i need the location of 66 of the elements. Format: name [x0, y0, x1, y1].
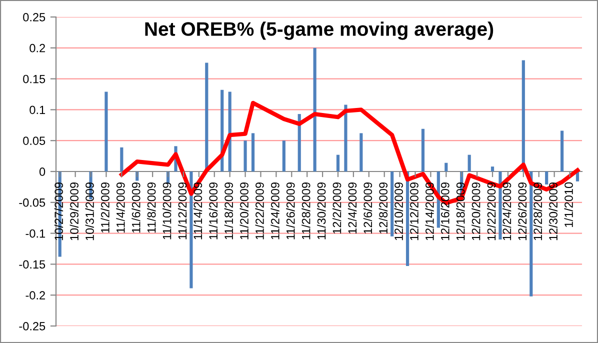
x-tick-label: 12/16/2009	[440, 182, 450, 240]
x-tick-label: 1/1/2010	[564, 182, 573, 227]
x-tick-label: 10/27/2009	[54, 182, 64, 240]
bar	[530, 172, 533, 296]
x-tick-label: 12/20/2009	[472, 182, 480, 240]
bar	[244, 140, 247, 172]
x-tick-label: 12/30/2009	[548, 182, 558, 240]
x-tick-label: 12/12/2009	[410, 182, 418, 240]
y-tick-label: 0.1	[30, 106, 46, 114]
bar	[344, 104, 348, 172]
y-tick-label: -0.1	[26, 229, 46, 238]
y-tick-label: -0.05	[19, 198, 46, 207]
bar	[360, 133, 363, 172]
bar	[545, 172, 548, 184]
x-tick-label: 10/31/2009	[85, 182, 94, 240]
x-tick-label: 11/18/2009	[224, 182, 233, 240]
x-tick-label: 12/26/2009	[518, 182, 527, 240]
x-tick-label: 12/14/2009	[425, 182, 434, 240]
x-tick-label: 11/30/2009	[317, 182, 326, 240]
x-tick-label: 11/12/2009	[178, 182, 187, 240]
bar	[560, 130, 564, 172]
y-tick-label: -0.2	[26, 291, 45, 300]
bar	[190, 172, 193, 288]
x-tick-label: 11/24/2009	[270, 182, 280, 240]
x-tick-label: 12/22/2009	[487, 182, 496, 240]
bar	[444, 162, 448, 172]
y-tick-label: 0.2	[30, 44, 45, 52]
x-tick-label: 11/28/2009	[302, 182, 310, 240]
x-tick-label: 11/8/2009	[147, 182, 156, 233]
x-tick-label: 11/26/2009	[286, 182, 295, 240]
y-tick-label: 0.15	[23, 74, 46, 84]
bar	[522, 60, 525, 172]
x-tick-label: 12/18/2009	[456, 182, 465, 240]
bar	[282, 140, 286, 172]
x-tick-label: 11/6/2009	[132, 182, 140, 233]
bar	[390, 172, 394, 236]
bar	[120, 147, 124, 172]
x-tick-label: 12/28/2009	[533, 182, 542, 240]
x-tick-label: 12/10/2009	[394, 182, 403, 240]
y-tick-label: 0.25	[23, 13, 46, 22]
bar	[104, 92, 108, 172]
x-tick-label: 12/4/2009	[348, 182, 357, 234]
bar	[421, 128, 425, 172]
y-tick-label: -0.25	[19, 322, 46, 330]
bar	[251, 133, 255, 172]
y-tick-label: -0.15	[19, 260, 46, 269]
x-tick-label: 10/29/2009	[70, 182, 78, 240]
y-tick-label: 0.05	[23, 136, 46, 145]
x-tick-label: 11/16/2009	[208, 182, 218, 240]
bar	[468, 154, 471, 172]
bar	[313, 48, 316, 172]
x-tick-label: 11/2/2009	[100, 182, 110, 233]
x-tick-label: 11/20/2009	[240, 182, 248, 240]
x-tick-label: 12/24/2009	[502, 182, 512, 240]
x-tick-label: 11/14/2009	[193, 182, 202, 240]
x-tick-label: 12/2/2009	[332, 182, 342, 234]
y-tick-label: 0	[39, 168, 46, 176]
chart-title: Net OREB% (5-game moving average)	[145, 22, 494, 40]
x-tick-label: 11/4/2009	[116, 182, 125, 233]
x-tick-label: 11/22/2009	[255, 182, 264, 240]
x-tick-label: 12/6/2009	[363, 182, 372, 234]
bar	[498, 172, 502, 240]
x-tick-label: 11/10/2009	[162, 182, 172, 240]
x-tick-label: 12/8/2009	[378, 182, 388, 234]
bar	[336, 154, 340, 172]
bar	[490, 166, 494, 172]
